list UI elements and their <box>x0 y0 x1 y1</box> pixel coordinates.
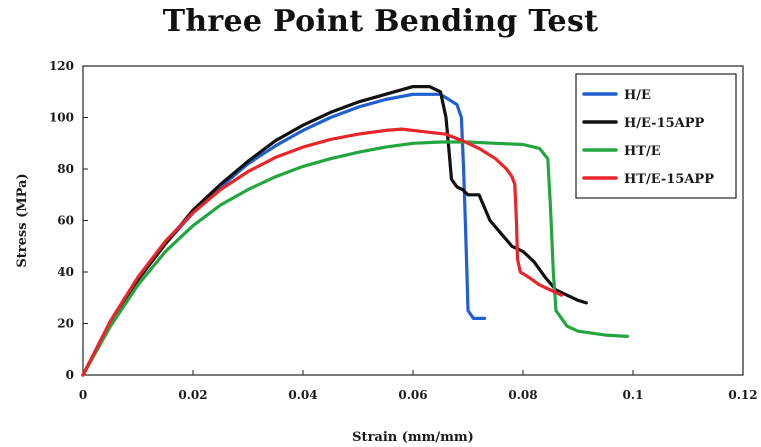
legend-label: H/E <box>624 88 651 103</box>
y-tick-label: 0 <box>66 368 74 382</box>
x-tick-label: 0.02 <box>178 388 207 402</box>
y-tick-label: 80 <box>57 162 74 176</box>
legend-label: H/E-15APP <box>624 116 705 131</box>
x-tick-label: 0.08 <box>508 388 537 402</box>
x-tick-label: 0.04 <box>288 388 317 402</box>
y-tick-label: 40 <box>57 265 74 279</box>
y-tick-label: 60 <box>57 214 74 228</box>
chart-title: Three Point Bending Test <box>162 4 599 39</box>
x-tick-label: 0.06 <box>398 388 427 402</box>
x-tick-label: 0.12 <box>728 388 757 402</box>
x-tick-label: 0.1 <box>623 388 644 402</box>
series-line-h-e-15app <box>81 84 588 377</box>
series-line-ht-e <box>81 140 630 377</box>
legend-label: HT/E-15APP <box>624 172 714 187</box>
x-axis-label: Strain (mm/mm) <box>352 430 474 445</box>
y-axis-label: Stress (MPa) <box>15 173 30 267</box>
y-tick-label: 100 <box>49 111 74 125</box>
legend-label: HT/E <box>624 144 661 159</box>
series-line-ht-e-15app <box>81 127 564 377</box>
y-tick-label: 120 <box>49 59 74 73</box>
x-tick-label: 0 <box>79 388 87 402</box>
y-tick-label: 20 <box>57 317 74 331</box>
